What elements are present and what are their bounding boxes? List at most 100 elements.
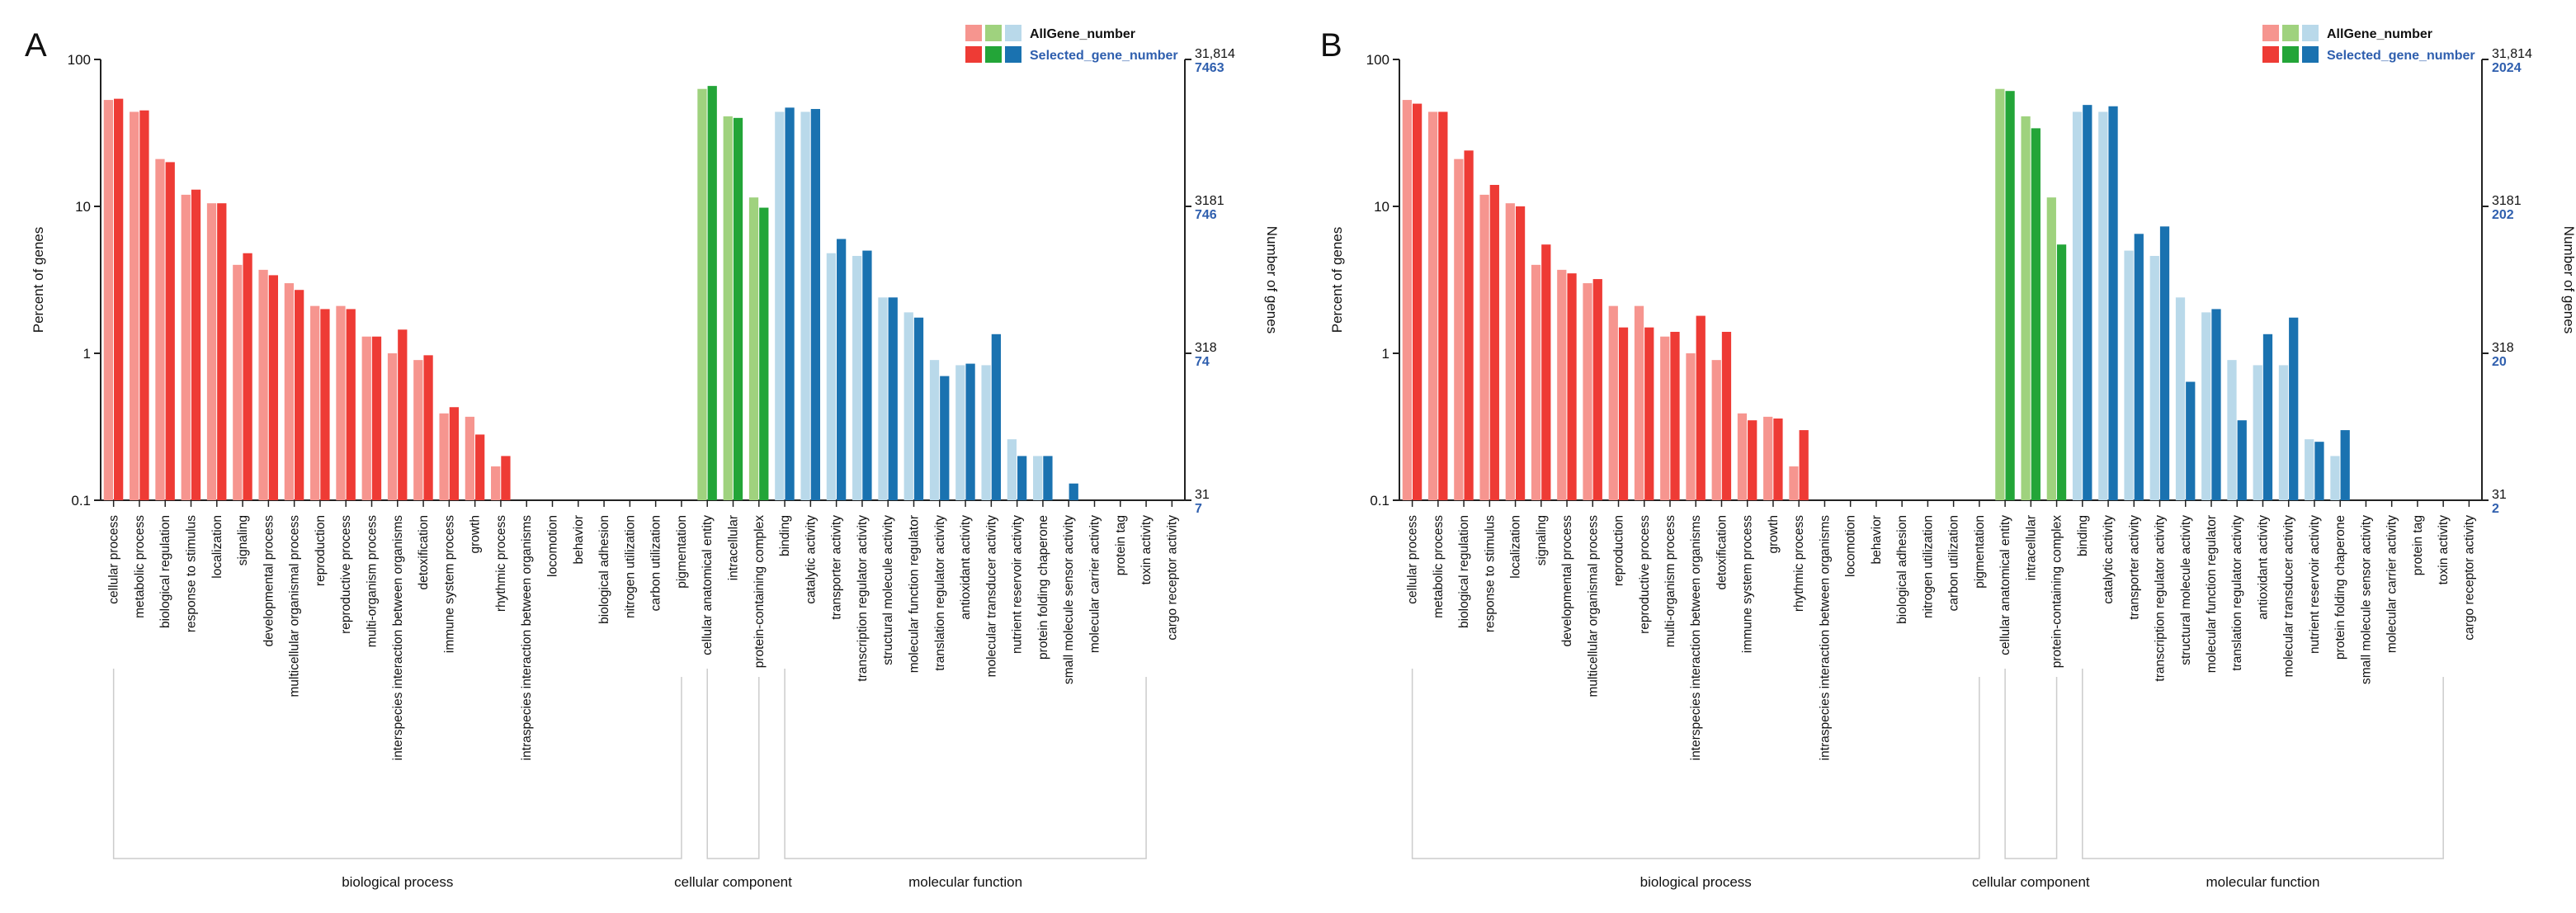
y2-tick-label-selected: 2024: [2492, 61, 2522, 75]
bar-selected: [2134, 234, 2144, 500]
bar-selected: [2186, 381, 2196, 500]
category-label: biological adhesion: [1895, 515, 1909, 624]
category-label: reproductive process: [1638, 515, 1652, 634]
bar-all: [387, 353, 398, 500]
category-label: molecular transducer activity: [2282, 515, 2296, 678]
y2-tick-label-all: 318: [2492, 341, 2514, 355]
bar-selected: [785, 107, 795, 500]
y2-tick-label-all: 31: [2492, 488, 2507, 502]
category-label: molecular function regulator: [2205, 515, 2219, 673]
bar-all: [1789, 466, 1799, 500]
bar-all: [826, 253, 837, 500]
y2-tick-label-selected: 746: [1195, 208, 1217, 222]
bar-all: [2149, 256, 2159, 500]
bar-all: [1505, 203, 1515, 500]
bar-selected: [2340, 430, 2350, 500]
bar-selected: [1592, 279, 1602, 500]
category-label: detoxification: [417, 515, 431, 589]
bar-all: [258, 269, 268, 500]
legend-swatch: [2282, 25, 2299, 41]
bar-all: [233, 264, 243, 500]
bar-all: [336, 305, 346, 500]
category-label: protein folding chaperone: [2333, 515, 2347, 660]
category-label: reproduction: [314, 515, 328, 586]
category-label: reproductive process: [339, 515, 353, 634]
category-label: intracellular: [2024, 515, 2038, 580]
category-label: locomotion: [1844, 515, 1858, 577]
y-axis-title: Percent of genes: [1329, 227, 1345, 334]
bar-selected: [862, 250, 872, 500]
bar-all: [2253, 365, 2262, 500]
category-label: protein folding chaperone: [1036, 515, 1050, 660]
group-bracket: [1411, 669, 1980, 859]
category-label: immune system process: [1741, 515, 1755, 653]
category-label: interspecies interaction between organis…: [391, 515, 405, 760]
bar-all: [310, 305, 320, 500]
bar-all: [155, 158, 165, 500]
bar-all: [439, 413, 449, 500]
legend-swatch: [2262, 46, 2279, 63]
category-label: binding: [778, 515, 792, 556]
y2-tick-label-selected: 7: [1195, 502, 1202, 516]
bar-selected: [139, 110, 149, 500]
category-label: toxin activity: [2437, 515, 2451, 585]
category-label: antioxidant activity: [959, 515, 973, 620]
bar-selected: [1748, 420, 1757, 500]
bar-selected: [1618, 327, 1629, 500]
bar-selected: [1670, 331, 1680, 500]
bar-all: [1454, 158, 1464, 500]
legend-label: Selected_gene_number: [1030, 49, 1178, 63]
bar-all: [2305, 439, 2314, 500]
bar-selected: [1412, 103, 1422, 500]
category-label: cellular process: [1406, 515, 1420, 604]
bar-selected: [810, 109, 820, 500]
category-label: molecular function regulator: [908, 515, 922, 673]
bar-selected: [1017, 456, 1027, 500]
category-label: locomotion: [546, 515, 560, 577]
bar-all: [361, 336, 371, 500]
category-label: behavior: [1870, 515, 1884, 564]
category-label: localization: [1509, 515, 1523, 579]
bar-all: [1660, 336, 1670, 500]
y-tick-label: 10: [75, 199, 91, 215]
y2-tick-label-all: 31,814: [2492, 47, 2532, 61]
group-label: biological process: [1640, 874, 1752, 890]
legend-swatch: [2302, 46, 2319, 63]
category-label: growth: [469, 515, 483, 554]
group-label: cellular component: [1972, 874, 2090, 890]
bar-selected: [501, 456, 511, 500]
bar-all: [800, 111, 810, 500]
bar-selected: [2005, 91, 2015, 500]
group-label: molecular function: [2206, 874, 2319, 890]
category-label: developmental process: [262, 515, 276, 647]
bar-selected: [733, 117, 743, 501]
category-label: multi-organism process: [366, 515, 380, 647]
bar-selected: [398, 329, 408, 500]
bar-all: [1608, 305, 1618, 500]
bar-selected: [371, 336, 382, 500]
bar-all: [206, 203, 217, 500]
bar-selected: [837, 239, 847, 500]
bar-all: [491, 466, 501, 500]
bar-selected: [295, 290, 304, 500]
category-label: carbon utilization: [1947, 515, 1961, 611]
category-label: nutrient reservoir activity: [2308, 515, 2322, 654]
legend-swatch: [985, 25, 1002, 41]
category-label: binding: [2076, 515, 2090, 556]
panel-label: A: [25, 27, 47, 64]
group-bracket: [784, 669, 1147, 859]
category-label: protein tag: [2411, 515, 2425, 575]
y2-tick-label-selected: 20: [2492, 355, 2507, 369]
y-tick-label: 1: [1382, 346, 1389, 362]
group-bracket: [112, 669, 682, 859]
category-label: intraspecies interaction between organis…: [1818, 515, 1832, 760]
y-tick-label: 0.1: [1370, 493, 1389, 509]
category-label: pigmentation: [675, 515, 689, 589]
category-label: multicellular organismal process: [1586, 515, 1600, 698]
category-label: molecular carrier activity: [1088, 515, 1102, 653]
bar-selected: [1541, 244, 1551, 500]
bar-selected: [759, 207, 769, 500]
group-label: cellular component: [674, 874, 792, 890]
category-label: cellular anatomical entity: [701, 515, 715, 655]
